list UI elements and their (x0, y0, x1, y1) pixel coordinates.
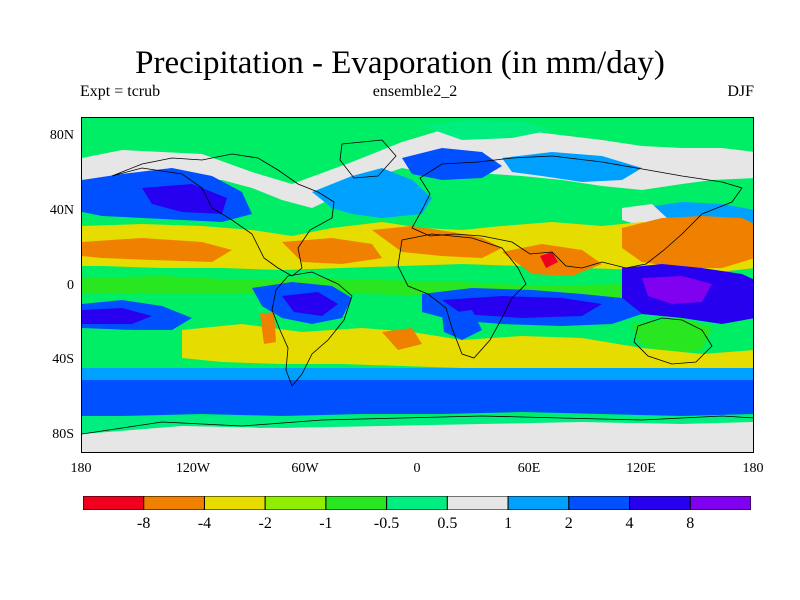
lon-tick-0: 0 (413, 461, 421, 476)
southern-storm-track (82, 380, 753, 416)
colorbar-swatch (83, 496, 145, 510)
lat-tick-0: 0 (67, 278, 74, 293)
lon-tick-60w: 60W (291, 461, 319, 476)
antarctica-outline (82, 415, 753, 435)
south-subtropical-yellow (182, 324, 753, 376)
colorbar-label: -0.5 (373, 515, 400, 532)
north-pacific-orange (82, 238, 232, 262)
colorbar-swatch (507, 496, 570, 510)
colorbar-label: 2 (564, 515, 573, 532)
north-atlantic-orange (282, 238, 382, 264)
colorbar-swatch (689, 496, 751, 510)
plot-title: Precipitation - Evaporation (in mm/day) (135, 45, 665, 81)
south-pacific-orange (260, 312, 276, 344)
colorbar-swatch (325, 496, 388, 510)
colorbar-swatch (203, 496, 266, 510)
south-atlantic-orange (382, 328, 422, 350)
precipitation-map (81, 117, 754, 453)
colorbar-label: 1 (504, 515, 513, 532)
lat-tick-80s: 80S (52, 427, 74, 442)
map-canvas (82, 118, 753, 452)
south-pacific-deep (82, 308, 152, 324)
equatorial-green (82, 276, 753, 298)
sahara-orange (372, 226, 502, 258)
australia-green (632, 318, 712, 354)
colorbar-label: -4 (197, 515, 212, 532)
colorbar-swatch (446, 496, 509, 510)
colorbar-label: -2 (258, 515, 272, 532)
dataset-label: ensemble2_2 (372, 83, 458, 100)
eurasia-outline (411, 155, 743, 269)
lat-tick-80n: 80N (49, 128, 74, 143)
arctic-green-patch (422, 120, 552, 140)
europe-blue (402, 148, 502, 180)
arabian-sea-red (540, 252, 558, 268)
east-asia-orange (622, 216, 753, 268)
lat-tick-40s: 40S (52, 352, 74, 367)
indian-ocean-deep (442, 296, 602, 318)
lon-tick-120w: 120W (175, 461, 211, 476)
experiment-label: Expt = tcrub (80, 83, 161, 100)
lon-tick-60e: 60E (517, 461, 541, 476)
lon-tick-180w: 180 (70, 461, 92, 476)
lon-tick-120e: 120E (626, 461, 656, 476)
amazon-deep (282, 292, 338, 316)
maritime-purple (642, 276, 712, 304)
antarctic-green (82, 416, 753, 434)
greenland-outline (339, 139, 397, 179)
north-atlantic-blue (312, 168, 432, 218)
lon-tick-180e: 180 (742, 461, 764, 476)
colorbar-swatches (83, 496, 751, 510)
siberia-blue (502, 152, 642, 182)
africa-outline (397, 233, 527, 359)
southern-storm-sky (82, 368, 753, 380)
colorbar-swatch (386, 496, 448, 510)
australia-outline (633, 317, 713, 365)
north-pacific-deep (142, 184, 227, 214)
coastlines (82, 139, 753, 435)
lat-tick-40n: 40N (49, 203, 74, 218)
colorbar-swatch (264, 496, 327, 510)
colorbar-label: 8 (686, 515, 695, 532)
north-america-outline (111, 153, 335, 277)
season-label: DJF (727, 83, 754, 100)
africa-blue (442, 310, 482, 340)
colorbar-swatch (629, 496, 691, 510)
colorbar (83, 496, 751, 510)
colorbar-label: -8 (137, 515, 151, 532)
south-america-outline (271, 271, 353, 387)
antarctic-gray (82, 418, 753, 452)
colorbar-label: -1 (319, 515, 333, 532)
colorbar-swatch (143, 496, 205, 510)
colorbar-label: 0.5 (437, 515, 458, 532)
colorbar-swatch (568, 496, 631, 510)
colorbar-label: 4 (625, 515, 634, 532)
